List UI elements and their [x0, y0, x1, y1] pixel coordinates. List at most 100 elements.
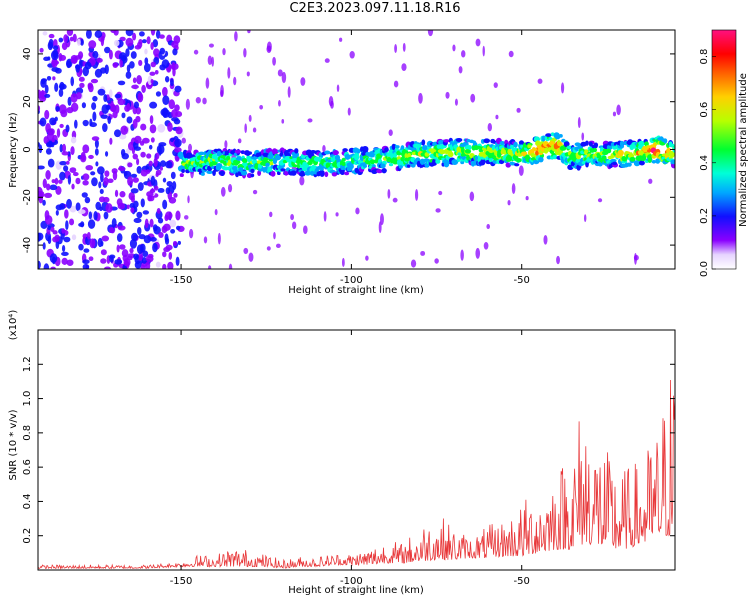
- heatmap-noise-cell: [45, 170, 51, 180]
- heatmap-ridge-cell: [177, 151, 184, 158]
- heatmap-speckle: [324, 58, 330, 63]
- heatmap-ridge-cell: [554, 135, 561, 140]
- heatmap-noise-cell: [162, 177, 167, 183]
- heatmap-noise-cell: [80, 154, 87, 163]
- heatmap-speckle: [508, 50, 514, 58]
- heatmap-noise-cell: [78, 76, 85, 82]
- colorbar-tick-label: 0.4: [699, 155, 710, 171]
- heatmap-noise-cell: [121, 112, 126, 119]
- heatmap-speckle: [518, 165, 524, 176]
- heatmap-speckle: [435, 208, 441, 213]
- heatmap-ridge-cell: [344, 153, 351, 160]
- heatmap-noise-cell: [78, 243, 84, 251]
- heatmap-ridge-cell: [380, 163, 386, 169]
- heatmap-ridge-cell: [354, 154, 360, 161]
- heatmap-noise-cell: [136, 165, 142, 174]
- heatmap-noise-cell: [174, 138, 182, 148]
- heatmap-noise-cell: [94, 148, 99, 156]
- heatmap-speckle: [365, 255, 369, 261]
- heatmap-noise-cell: [159, 166, 163, 171]
- heatmap-ridge-cell: [362, 164, 368, 168]
- heatmap-ridge-cell: [513, 141, 518, 148]
- heatmap-noise-cell: [120, 56, 127, 62]
- heatmap-noise-cell: [113, 129, 122, 138]
- heatmap-speckle: [328, 96, 334, 107]
- heatmap-speckle: [300, 77, 306, 86]
- heatmap-speckle: [438, 190, 443, 196]
- heatmap-noise-cell: [61, 251, 69, 256]
- heatmap-speckle: [414, 188, 419, 201]
- heatmap-noise-cell: [63, 165, 69, 172]
- heatmap-noise-cell: [153, 157, 158, 168]
- heatmap-speckle: [244, 123, 247, 134]
- heatmap-noise-cell: [143, 235, 152, 244]
- heatmap-ridge-cell: [332, 150, 339, 156]
- heatmap-noise-cell: [61, 257, 68, 265]
- heatmap-ridge-cell: [655, 158, 661, 164]
- heatmap-noise-cell: [84, 196, 91, 204]
- heatmap-noise-cell: [140, 151, 146, 158]
- heatmap-speckle: [393, 80, 399, 88]
- heatmap-noise-cell: [140, 264, 146, 269]
- heatmap-noise-cell: [44, 93, 51, 98]
- heatmap-speckle: [387, 189, 391, 199]
- heatmap-ridge-cell: [638, 160, 645, 166]
- heatmap-noise-cell: [119, 191, 126, 198]
- heatmap-noise-cell: [155, 172, 159, 177]
- heatmap-noise-cell: [165, 244, 173, 251]
- heatmap-speckle: [246, 71, 250, 77]
- heatmap-noise-cell: [88, 211, 93, 220]
- heatmap-noise-cell: [48, 38, 54, 49]
- heatmap-noise-cell: [162, 251, 167, 258]
- heatmap-noise-cell: [44, 84, 49, 94]
- heatmap-speckle: [220, 90, 224, 98]
- heatmap-ridge-cell: [234, 160, 241, 165]
- heatmap-ridge-cell: [663, 138, 668, 144]
- heatmap-ridge-cell: [340, 170, 345, 176]
- heatmap-speckle: [483, 241, 489, 250]
- snr-plot-area: [38, 330, 675, 570]
- heatmap-speckle: [248, 252, 254, 262]
- heatmap-speckle: [427, 30, 434, 37]
- heatmap-ridge-cell: [282, 159, 288, 164]
- snr-y-axis-label: SNR (10 * v/v): [8, 409, 19, 480]
- heatmap-noise-cell: [84, 61, 92, 70]
- heatmap-speckle: [224, 140, 228, 149]
- heatmap-speckle: [227, 67, 231, 79]
- heatmap-noise-cell: [54, 234, 60, 242]
- heatmap-noise-cell: [86, 231, 91, 240]
- heatmap-ridge-cell: [294, 148, 299, 154]
- heatmap-ridge-cell: [356, 148, 361, 154]
- heatmap-ridge-cell: [376, 169, 383, 174]
- heatmap-noise-cell: [80, 38, 84, 46]
- heatmap-speckle: [187, 195, 190, 204]
- chart-title: C2E3.2023.097.11.18.R16: [289, 1, 461, 16]
- heatmap-noise-cell: [61, 228, 65, 234]
- heatmap-ridge-cell: [498, 159, 505, 165]
- heatmap-noise-cell: [66, 160, 70, 165]
- heatmap-speckle: [269, 211, 273, 218]
- heatmap-noise-cell: [129, 61, 135, 69]
- heatmap-ridge-cell: [606, 148, 612, 154]
- heatmap-noise-cell: [162, 223, 171, 232]
- heatmap-noise-cell: [110, 104, 117, 113]
- heatmap-noise-cell: [49, 117, 57, 126]
- heatmap-noise-cell: [103, 196, 110, 203]
- heatmap-speckle: [418, 92, 423, 104]
- heatmap-speckle: [243, 48, 247, 58]
- heatmap-noise-cell: [51, 66, 60, 73]
- heatmap-noise-cell: [137, 227, 142, 236]
- heatmap-noise-cell: [136, 211, 143, 219]
- heatmap-ridge-cell: [624, 162, 630, 166]
- heatmap-speckle: [207, 55, 213, 66]
- heatmap-noise-cell: [153, 225, 161, 235]
- heatmap-noise-cell: [131, 232, 138, 242]
- heatmap-speckle: [349, 51, 355, 59]
- heatmap-noise-cell: [82, 263, 90, 269]
- heatmap-speckle: [511, 183, 516, 194]
- heatmap-noise-cell: [150, 78, 154, 84]
- heatmap-ridge-cell: [585, 140, 589, 146]
- heatmap-noise-cell: [100, 114, 108, 119]
- heatmap-noise-cell: [54, 177, 59, 185]
